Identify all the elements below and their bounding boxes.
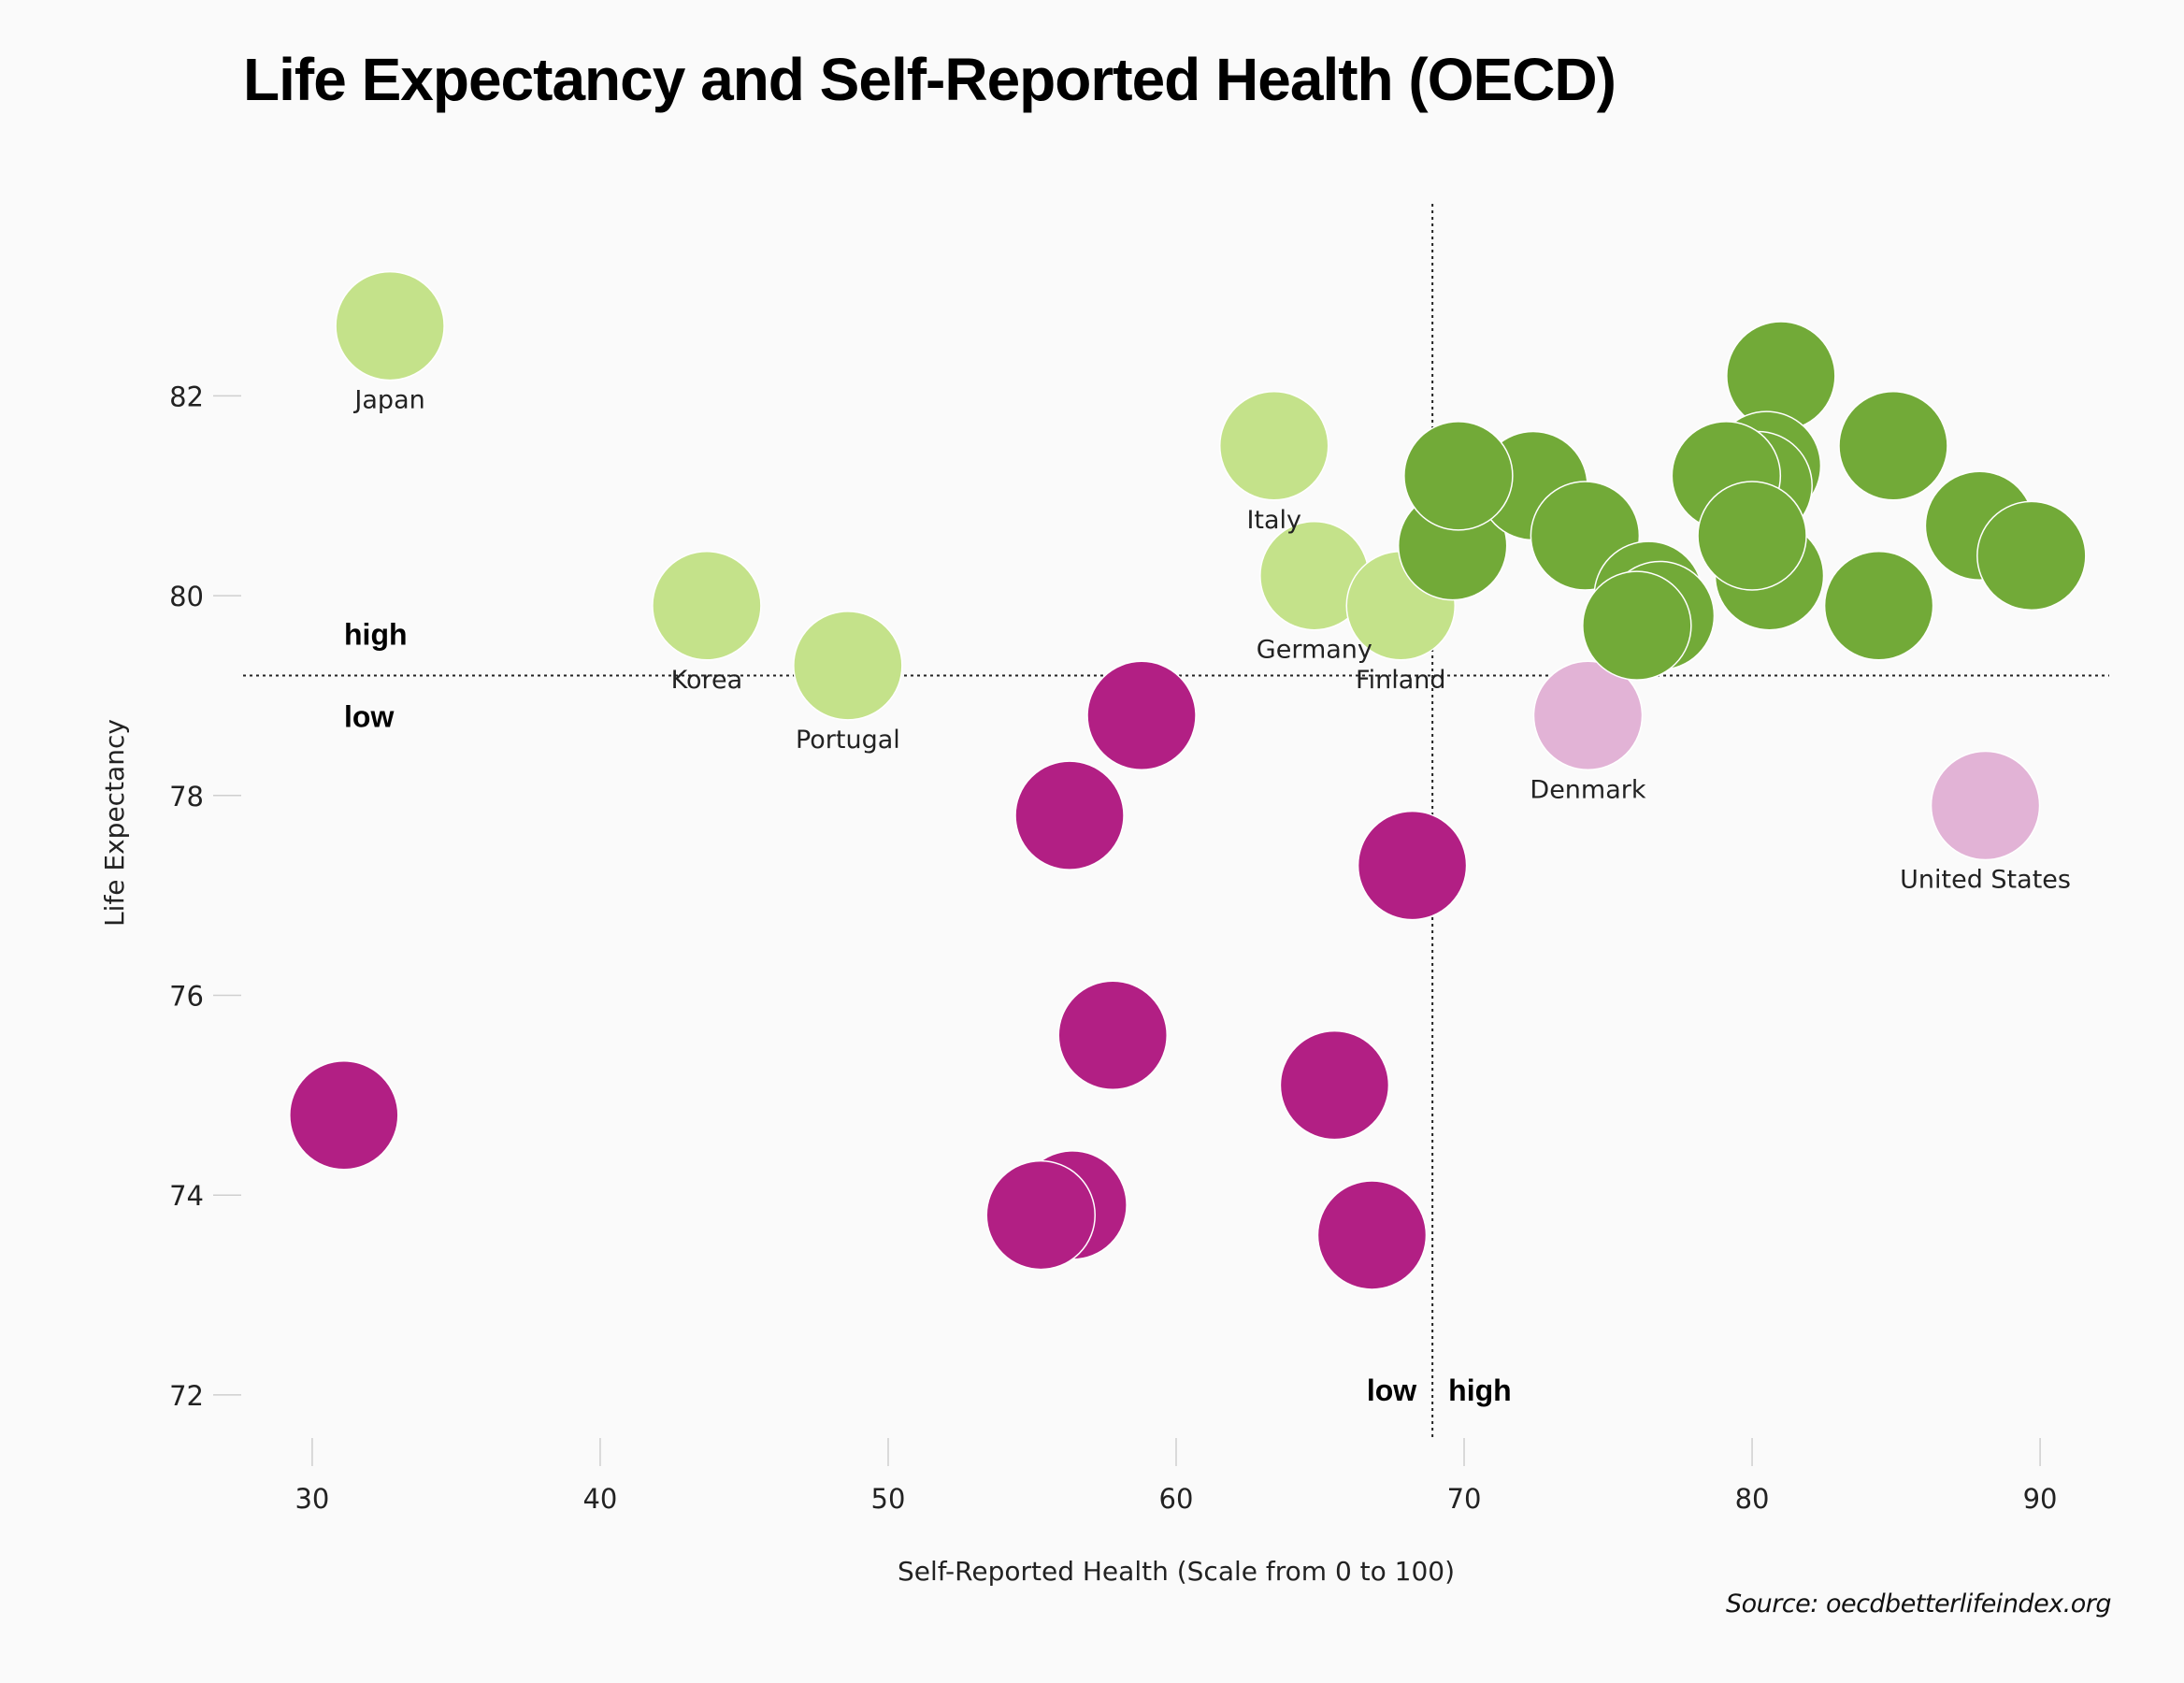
data-point <box>1823 551 1934 661</box>
data-point <box>289 1059 399 1171</box>
point-label: Denmark <box>1530 775 1645 804</box>
x-tick-label: 90 <box>2023 1483 2058 1515</box>
data-points <box>289 270 2087 1290</box>
x-tick-label: 50 <box>871 1483 906 1515</box>
point-label: Portugal <box>796 726 900 755</box>
y-tick-label: 80 <box>169 581 204 612</box>
data-point <box>985 1159 1096 1271</box>
data-point <box>1357 810 1468 921</box>
data-point <box>793 611 903 721</box>
x-tick-label: 80 <box>1735 1483 1770 1515</box>
point-label: Germany <box>1257 636 1372 665</box>
y-tick-label: 78 <box>169 781 204 813</box>
point-label: Japan <box>352 386 424 415</box>
data-point <box>1976 500 2087 611</box>
quadrant-label-x-high: high <box>1448 1374 1512 1407</box>
point-label: Korea <box>671 666 743 695</box>
source-note: Source: oecdbetterlifeindex.org <box>1725 1590 2112 1618</box>
point-label: United States <box>1900 865 2071 894</box>
y-tick-label: 74 <box>169 1180 204 1212</box>
x-tick-label: 60 <box>1159 1483 1194 1515</box>
y-tick-label: 76 <box>169 980 204 1012</box>
quadrant-label-y-high: high <box>344 618 408 652</box>
data-point <box>1316 1180 1428 1290</box>
x-axis-title: Self-Reported Health (Scale from 0 to 10… <box>898 1556 1455 1587</box>
quadrant-label-y-low: low <box>344 700 394 734</box>
y-axis-title: Life Expectancy <box>99 719 130 927</box>
data-point <box>1086 660 1197 771</box>
data-point <box>1403 421 1514 531</box>
quadrant-label-x-low: low <box>1367 1374 1416 1407</box>
x-tick-label: 30 <box>295 1483 329 1515</box>
x-tick-label: 70 <box>1447 1483 1482 1515</box>
y-tick-label: 82 <box>169 381 204 412</box>
data-point <box>1014 760 1125 870</box>
data-point <box>1057 980 1168 1090</box>
chart-title: Life Expectancy and Self-Reported Health… <box>243 46 1616 113</box>
data-point <box>1218 391 1329 501</box>
reference-lines <box>243 204 2109 1440</box>
data-point <box>335 270 445 381</box>
data-point <box>1838 391 1948 501</box>
data-point <box>1532 660 1644 771</box>
x-tick-label: 40 <box>582 1483 617 1515</box>
x-axis: 30 40 50 60 70 80 90 <box>295 1438 2058 1515</box>
y-tick-label: 72 <box>169 1380 204 1412</box>
data-point <box>1582 570 1692 681</box>
data-point <box>1697 481 1807 591</box>
data-point <box>1279 1029 1390 1141</box>
data-point <box>652 551 762 661</box>
y-axis: 72 74 76 78 80 82 <box>169 381 241 1412</box>
point-label: Italy <box>1246 506 1301 535</box>
point-label: Finland <box>1356 666 1445 695</box>
data-point <box>1930 750 2041 861</box>
